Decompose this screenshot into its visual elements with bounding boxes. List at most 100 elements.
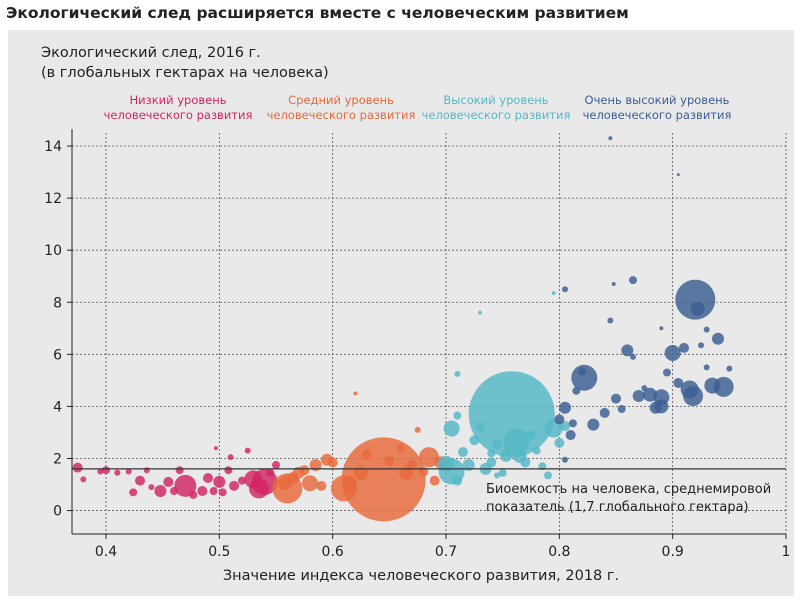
x-tick-label: 0.7	[435, 544, 457, 560]
data-point-high	[526, 430, 536, 441]
data-point-low	[80, 476, 87, 483]
data-point-very_high	[704, 377, 721, 394]
data-point-low	[209, 487, 218, 496]
data-point-very_high	[632, 389, 645, 402]
data-point-high	[492, 439, 502, 450]
data-point-very_high	[698, 342, 704, 349]
y-axis-title: Экологический след, 2016 г. (в глобальны…	[41, 45, 329, 81]
page-title: Экологический след расширяется вместе с …	[6, 4, 629, 22]
y-tick-label: 2	[53, 451, 62, 467]
data-point-medium	[384, 456, 395, 467]
data-point-low	[229, 480, 240, 491]
data-point-high	[532, 446, 541, 455]
legend-high-line1: Высокий уровень	[443, 93, 548, 107]
data-point-low	[114, 469, 121, 476]
data-point-medium	[418, 466, 429, 477]
data-point-low	[266, 468, 275, 477]
data-point-very_high	[659, 326, 664, 331]
legend-medium-line1: Средний уровень	[288, 93, 394, 107]
y-tick-label: 8	[53, 295, 62, 311]
data-point-very_high	[578, 367, 586, 376]
data-point-very_high	[641, 385, 648, 392]
y-tick-label: 4	[53, 399, 62, 415]
data-points	[72, 136, 734, 522]
y-tick-label: 10	[44, 243, 62, 259]
x-tick-label: 0.8	[548, 544, 570, 560]
data-point-low	[213, 446, 218, 451]
data-point-very_high	[608, 136, 613, 141]
data-point-medium	[316, 480, 327, 491]
data-point-very_high	[565, 430, 576, 441]
legend-medium-line2: человеческого развития	[267, 108, 416, 122]
data-point-low	[135, 475, 145, 486]
data-point-very_high	[554, 414, 565, 425]
data-point-high	[438, 455, 454, 472]
x-tick-label: 1	[782, 544, 791, 560]
data-point-very_high	[675, 279, 716, 320]
data-point-medium	[414, 426, 421, 433]
data-point-medium	[341, 437, 426, 522]
x-tick-label: 0.5	[208, 544, 230, 560]
data-point-low	[244, 470, 263, 489]
data-point-high	[462, 458, 475, 471]
data-point-high	[458, 446, 468, 457]
biocapacity-label-line1: Биоемкость на человека, среднемировой	[486, 482, 771, 497]
data-point-very_high	[587, 418, 600, 431]
data-point-high	[453, 411, 462, 420]
x-tick-label: 0.9	[662, 544, 684, 560]
data-point-medium	[327, 457, 338, 468]
legend-high-line2: человеческого развития	[422, 108, 571, 122]
data-point-very_high	[607, 317, 614, 324]
scatter-chart: Экологический след, 2016 г. (в глобальны…	[41, 45, 791, 584]
data-point-high	[538, 462, 547, 471]
legend-very_high-line1: Очень высокий уровень	[585, 93, 730, 107]
data-point-very_high	[611, 393, 621, 404]
data-point-medium	[309, 458, 322, 471]
data-point-very_high	[726, 365, 733, 372]
data-point-very_high	[559, 401, 571, 414]
y-axis-title-line1: Экологический след, 2016 г.	[41, 45, 261, 61]
data-point-medium	[407, 459, 417, 470]
data-point-high	[520, 457, 531, 468]
data-point-high	[452, 475, 463, 486]
data-point-very_high	[712, 332, 724, 345]
data-point-very_high	[611, 282, 616, 287]
y-tick-label: 14	[44, 139, 62, 155]
data-point-low	[224, 466, 233, 475]
data-point-very_high	[703, 326, 710, 333]
data-point-low	[148, 484, 155, 491]
data-point-low	[154, 485, 167, 498]
data-point-low	[197, 486, 208, 497]
data-point-low	[189, 490, 198, 499]
data-point-high	[469, 435, 480, 446]
data-point-high	[443, 420, 460, 437]
data-point-very_high	[629, 276, 637, 285]
data-point-very_high	[679, 342, 689, 353]
x-tick-label: 0.4	[95, 544, 117, 560]
biocapacity-label-line2: показатель (1,7 глобального гектара)	[486, 500, 749, 515]
data-point-very_high	[568, 419, 577, 428]
data-point-low	[102, 466, 110, 475]
data-point-high	[486, 457, 497, 468]
data-point-high	[560, 420, 570, 431]
data-point-medium	[302, 475, 318, 492]
data-point-medium	[342, 476, 357, 491]
data-point-very_high	[649, 401, 662, 414]
y-axis-title-line2: (в глобальных гектарах на человека)	[41, 65, 329, 81]
data-point-low	[163, 476, 174, 487]
data-point-low	[244, 447, 251, 454]
data-point-low	[170, 487, 178, 496]
data-point-high	[544, 471, 552, 480]
data-point-medium	[354, 465, 368, 480]
y-tick-label: 0	[53, 504, 62, 520]
data-point-medium	[353, 391, 358, 396]
data-point-very_high	[621, 344, 634, 357]
data-point-high	[554, 437, 565, 448]
data-point-very_high	[680, 380, 699, 399]
data-point-very_high	[664, 345, 681, 362]
data-point-high	[551, 291, 556, 296]
data-point-high	[478, 310, 482, 315]
data-point-low	[238, 476, 246, 485]
data-point-medium	[361, 449, 372, 460]
